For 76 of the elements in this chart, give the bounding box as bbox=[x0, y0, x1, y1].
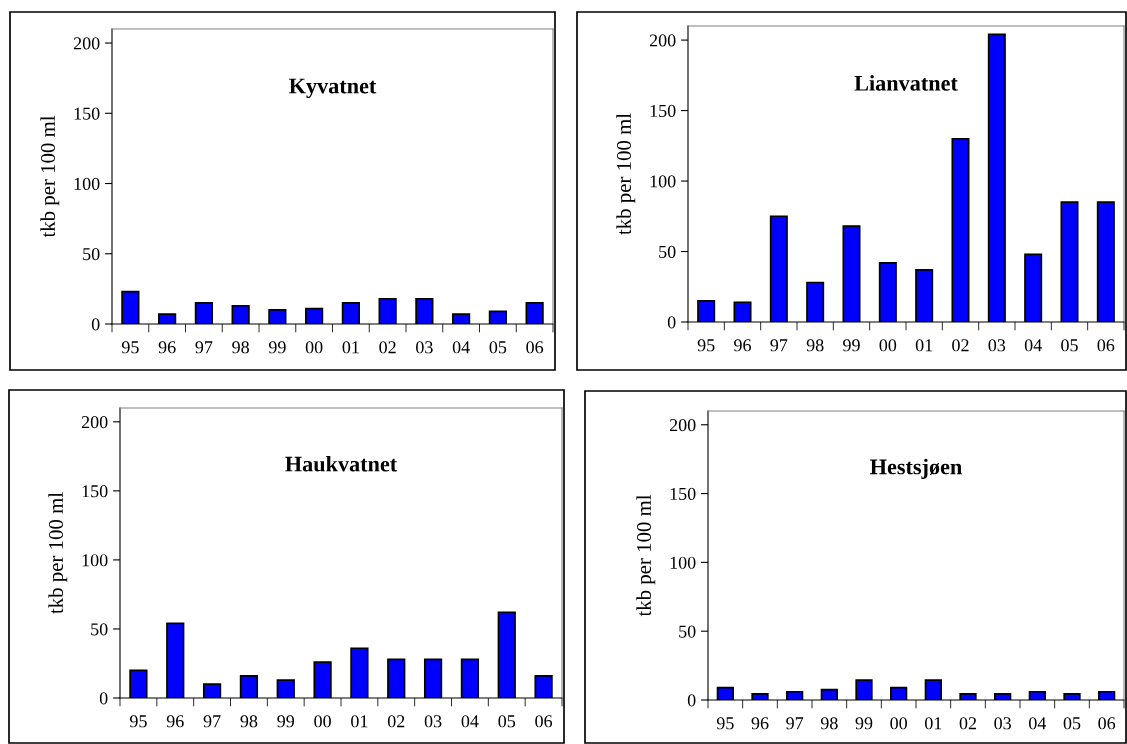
x-tick-label: 96 bbox=[166, 715, 184, 728]
x-tick-label: 03 bbox=[424, 715, 442, 728]
y-tick-label: 50 bbox=[659, 245, 676, 258]
x-tick-label: 98 bbox=[806, 339, 824, 352]
x-tick-label: 04 bbox=[452, 341, 470, 354]
x-tick-label: 06 bbox=[1098, 717, 1116, 730]
y-tick-label: 200 bbox=[669, 419, 696, 432]
y-tick-label: 150 bbox=[670, 487, 696, 501]
x-tick-label: 00 bbox=[879, 339, 897, 352]
y-axis-title: tkb per 100 ml bbox=[616, 113, 636, 235]
x-tick-label: 05 bbox=[489, 341, 507, 354]
y-tick-label: 100 bbox=[670, 556, 696, 569]
x-tick-label: 96 bbox=[158, 341, 176, 354]
y-tick-label: 50 bbox=[83, 248, 100, 261]
x-tick-label: 01 bbox=[915, 339, 933, 352]
x-tick-label: 00 bbox=[890, 717, 908, 730]
x-tick-label: 03 bbox=[988, 339, 1006, 352]
x-tick-label: 06 bbox=[535, 715, 553, 728]
text: Haukvatnet bbox=[285, 455, 398, 472]
y-tick-label: 200 bbox=[73, 37, 100, 50]
y-tick-label: 150 bbox=[650, 104, 676, 118]
y-tick-label: 0 bbox=[91, 318, 100, 331]
x-tick-label: 95 bbox=[129, 715, 147, 728]
y-axis-title: tkb per 100 ml bbox=[48, 492, 68, 614]
x-tick-label: 01 bbox=[924, 717, 942, 730]
text: Hestsjøen bbox=[870, 458, 962, 479]
x-tick-label: 99 bbox=[855, 717, 873, 730]
x-tick-label: 04 bbox=[1024, 339, 1042, 352]
y-tick-label: 50 bbox=[91, 623, 108, 636]
y-tick-label: 200 bbox=[81, 416, 108, 429]
x-tick-label: 95 bbox=[121, 341, 139, 354]
x-tick-label: 99 bbox=[277, 715, 295, 728]
x-tick-label: 06 bbox=[1097, 339, 1115, 352]
x-tick-label: 97 bbox=[203, 715, 221, 728]
y-tick-label: 0 bbox=[667, 316, 676, 329]
x-tick-label: 97 bbox=[195, 341, 213, 354]
x-tick-label: 98 bbox=[240, 715, 258, 728]
x-tick-label: 01 bbox=[342, 341, 359, 354]
x-tick-label: 99 bbox=[268, 341, 286, 354]
x-tick-label: 97 bbox=[786, 717, 804, 730]
y-tick-label: 100 bbox=[82, 554, 108, 567]
text: Lianvatnet bbox=[854, 75, 958, 91]
x-tick-label: 02 bbox=[952, 339, 969, 352]
y-tick-label: 150 bbox=[74, 107, 100, 120]
x-tick-label: 06 bbox=[526, 341, 544, 354]
x-tick-label: 02 bbox=[387, 715, 405, 728]
x-tick-label: 95 bbox=[716, 717, 734, 730]
x-tick-label: 03 bbox=[416, 341, 433, 354]
x-tick-label: 00 bbox=[314, 715, 331, 728]
y-tick-label: 50 bbox=[679, 625, 696, 638]
x-tick-label: 03 bbox=[994, 717, 1011, 730]
y-tick-label: 0 bbox=[99, 692, 108, 705]
x-tick-label: 05 bbox=[498, 715, 516, 728]
y-tick-label: 200 bbox=[649, 34, 676, 47]
x-tick-label: 04 bbox=[1028, 717, 1047, 730]
y-tick-label: 100 bbox=[74, 177, 100, 190]
text: Kyvatnet bbox=[289, 78, 377, 99]
x-tick-label: 98 bbox=[820, 717, 838, 730]
x-tick-label: 05 bbox=[1061, 339, 1078, 352]
y-axis-title: tkb per 100 ml bbox=[636, 494, 656, 617]
x-tick-label: 01 bbox=[351, 715, 368, 728]
y-axis-title: tkb per 100 ml bbox=[40, 115, 60, 238]
y-tick-label: 100 bbox=[650, 175, 676, 188]
x-tick-label: 02 bbox=[379, 341, 396, 354]
x-tick-label: 98 bbox=[232, 341, 249, 354]
x-tick-label: 00 bbox=[305, 341, 323, 354]
x-tick-label: 04 bbox=[461, 715, 479, 728]
x-tick-label: 96 bbox=[734, 339, 751, 352]
x-tick-label: 95 bbox=[697, 339, 715, 352]
x-tick-label: 97 bbox=[770, 339, 788, 352]
x-tick-label: 96 bbox=[751, 717, 769, 730]
y-tick-label: 150 bbox=[82, 485, 108, 498]
x-tick-label: 99 bbox=[843, 339, 860, 352]
x-tick-label: 02 bbox=[959, 717, 977, 730]
x-tick-label: 05 bbox=[1063, 717, 1081, 730]
y-tick-label: 0 bbox=[687, 694, 696, 707]
